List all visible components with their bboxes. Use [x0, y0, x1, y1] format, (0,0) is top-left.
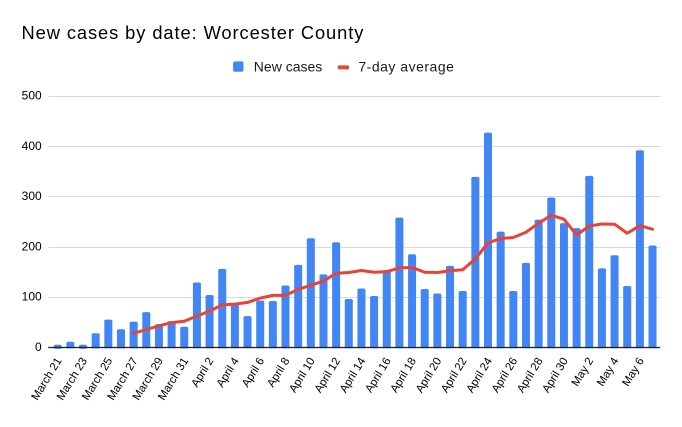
svg-text:200: 200: [22, 239, 42, 253]
svg-text:0: 0: [35, 340, 42, 354]
svg-text:New cases: New cases: [254, 58, 322, 74]
svg-text:New cases by date: Worcester C: New cases by date: Worcester County: [22, 22, 365, 43]
svg-text:400: 400: [22, 139, 42, 153]
svg-text:500: 500: [22, 89, 42, 103]
svg-text:100: 100: [22, 290, 42, 304]
svg-text:300: 300: [22, 189, 42, 203]
svg-text:7-day average: 7-day average: [358, 58, 454, 74]
